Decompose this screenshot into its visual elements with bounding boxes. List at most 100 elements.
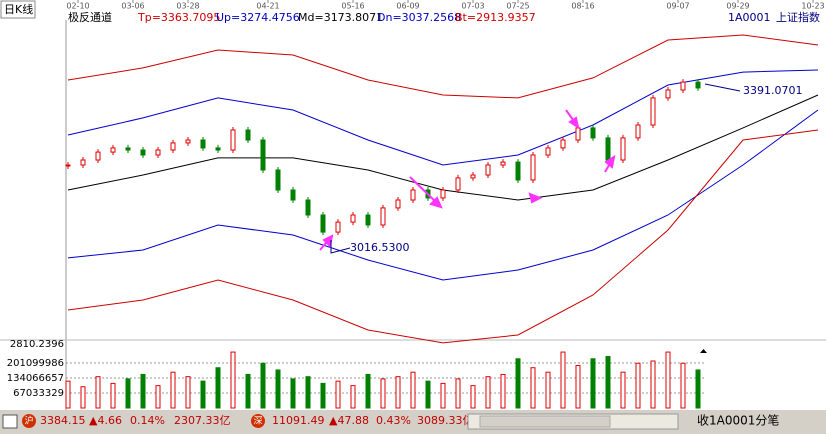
volume-bar xyxy=(290,378,296,409)
candle xyxy=(320,214,326,233)
marker xyxy=(700,349,707,353)
x-tick-label: 02-10 xyxy=(66,2,89,11)
candle xyxy=(260,139,266,171)
volume-bar xyxy=(275,369,281,409)
candle xyxy=(305,199,311,216)
volume-bar xyxy=(395,376,401,409)
candle xyxy=(665,89,671,99)
channel-line xyxy=(67,69,819,166)
channel-line xyxy=(67,129,819,344)
sh-amount: 2307.33亿 xyxy=(174,414,231,427)
x-tick-label: 09-29 xyxy=(726,2,749,11)
scroll-thumb[interactable] xyxy=(479,415,611,428)
sz-amount: 3089.33亿 xyxy=(417,414,474,427)
volume-bar xyxy=(125,378,131,409)
signal-arrows xyxy=(319,109,616,251)
volume-bar xyxy=(110,382,116,409)
volume-bar xyxy=(380,378,386,409)
period-label[interactable]: 日K线 xyxy=(4,2,33,16)
grid-icon[interactable] xyxy=(2,414,18,429)
candle xyxy=(275,169,281,191)
candle xyxy=(140,149,146,156)
candle xyxy=(485,164,491,176)
candle xyxy=(515,161,521,181)
up-value: Up=3274.4756 xyxy=(216,11,300,24)
volume-bar xyxy=(170,371,176,409)
annotation-leader xyxy=(704,83,741,92)
x-tick-label: 10-23 xyxy=(801,2,824,11)
volume-bar xyxy=(350,385,356,409)
candle xyxy=(500,161,506,166)
x-tick-label: 04-21 xyxy=(256,2,279,11)
price-annotation: 2810.2396 xyxy=(10,339,64,350)
candle xyxy=(200,139,206,149)
candle xyxy=(530,154,536,181)
candle xyxy=(395,199,401,209)
candle xyxy=(215,147,221,151)
sz-icon-text: 深 xyxy=(253,416,262,427)
candle xyxy=(545,147,551,156)
candle xyxy=(380,207,386,226)
volume-bar xyxy=(65,380,71,409)
candle xyxy=(470,174,476,179)
volume-bar xyxy=(410,371,416,409)
volume-bar xyxy=(590,358,596,409)
candle xyxy=(290,189,296,201)
x-tick-label: 03-28 xyxy=(176,2,199,11)
annotation-leader xyxy=(330,240,351,254)
volume-bar xyxy=(155,385,161,409)
candle xyxy=(335,221,341,233)
sh-icon xyxy=(22,414,36,428)
price-annotation: 3016.5300 xyxy=(350,241,410,254)
tab-label[interactable]: 收1A0001分笔 xyxy=(697,413,779,428)
volume-bar xyxy=(665,351,671,409)
volume-bar xyxy=(515,358,521,409)
candle xyxy=(440,189,446,199)
volume-bar xyxy=(545,371,551,409)
volume-bar xyxy=(530,367,536,409)
security-name: 上证指数 xyxy=(776,10,820,24)
volume-bar xyxy=(605,356,611,409)
x-tick-label: 07-03 xyxy=(461,2,484,11)
x-tick-label: 09-07 xyxy=(666,2,689,11)
candle xyxy=(95,151,101,161)
tp-value: Tp=3363.7095 xyxy=(137,11,220,24)
candle xyxy=(650,97,656,126)
candle xyxy=(110,147,116,153)
period-box xyxy=(0,0,36,19)
volume-bar xyxy=(320,382,326,409)
candle xyxy=(80,159,86,166)
volume-bar xyxy=(470,385,476,409)
candle xyxy=(170,142,176,151)
candle xyxy=(245,129,251,141)
security-code: 1A0001 xyxy=(728,11,771,24)
volume-bar xyxy=(650,360,656,409)
volume-bar xyxy=(620,371,626,409)
sh-icon-text: 沪 xyxy=(24,415,33,427)
sh-pct: 0.14% xyxy=(130,414,165,427)
candle xyxy=(680,81,686,91)
status-bar xyxy=(0,410,826,434)
volume-bar xyxy=(140,373,146,409)
md-value: Md=3173.8071 xyxy=(298,11,383,24)
candle xyxy=(230,129,236,151)
candle xyxy=(455,177,461,191)
candle xyxy=(185,139,191,144)
x-tick-label: 06-09 xyxy=(396,2,419,11)
volume-bar xyxy=(635,362,641,409)
volume-bar xyxy=(425,380,431,409)
candle xyxy=(575,127,581,141)
candle xyxy=(590,127,596,139)
candle xyxy=(695,81,701,89)
volume-bar xyxy=(95,376,101,409)
volume-tick-label: 67033329 xyxy=(13,388,64,399)
candle xyxy=(605,137,611,161)
volume-bar xyxy=(305,376,311,409)
sz-icon xyxy=(251,414,265,428)
candle xyxy=(155,149,161,156)
volume-bar xyxy=(695,369,701,409)
volume-bar xyxy=(575,364,581,409)
price-annotation: 3391.0701 xyxy=(743,84,803,97)
